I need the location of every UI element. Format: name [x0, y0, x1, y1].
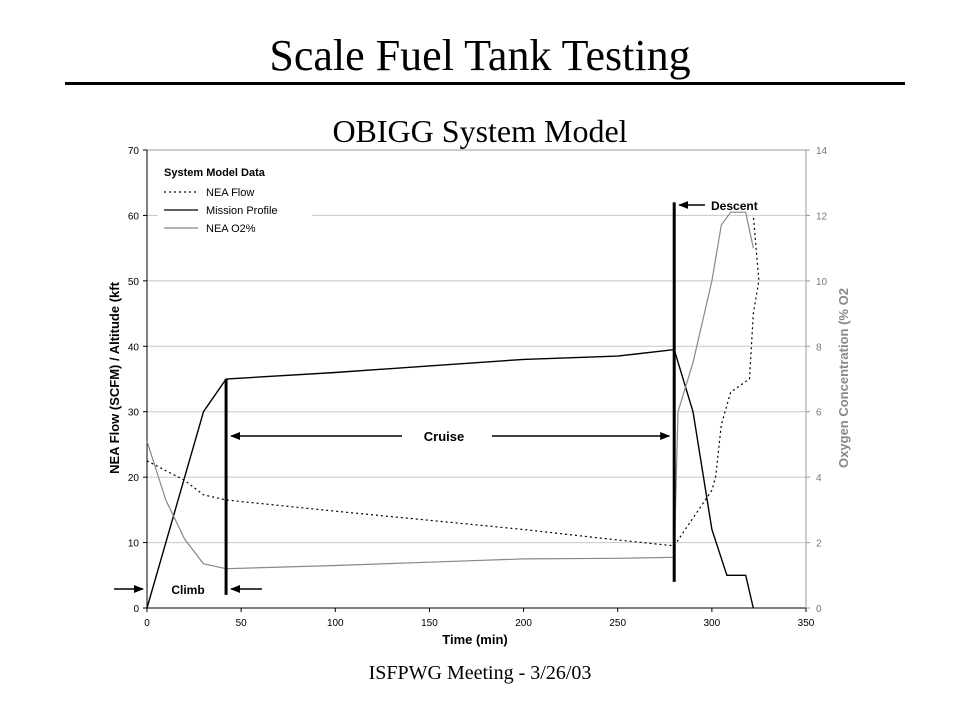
y-tick-label: 50 — [128, 277, 140, 288]
phase-annotations: Cruise Climb Descent — [114, 199, 758, 597]
cruise-label: Cruise — [424, 429, 464, 444]
y-tick-label: 30 — [128, 408, 140, 419]
y2-tick-label: 6 — [816, 408, 822, 419]
y2-tick-label: 4 — [816, 473, 822, 484]
x-tick-label: 350 — [798, 618, 815, 629]
y-tick-label: 70 — [128, 146, 140, 157]
axis-ticks: 0 50 100 150 200 250 300 3500102030405060700246… — [128, 146, 828, 629]
y2-tick-label: 12 — [816, 211, 828, 222]
x-tick-label: 300 — [704, 618, 721, 629]
plot-frame — [146, 149, 807, 609]
y2-tick-label: 2 — [816, 539, 822, 550]
x-tick-label: 50 — [236, 618, 248, 629]
y2-axis-label: Oxygen Concentration (% O2 — [836, 288, 851, 468]
x-tick-label: 0 — [144, 618, 150, 629]
slide-subtitle: OBIGG System Model — [332, 113, 628, 149]
legend-entry: Mission Profile — [206, 205, 278, 217]
y-tick-label: 60 — [128, 211, 140, 222]
series-line-mission-profile — [146, 348, 754, 609]
legend-box — [158, 160, 312, 244]
slide-title: Scale Fuel Tank Testing — [269, 31, 691, 80]
phase-lines — [224, 202, 676, 595]
x-tick-label: 100 — [327, 618, 344, 629]
x-tick-label: 200 — [515, 618, 532, 629]
climb-label: Climb — [171, 583, 204, 597]
x-axis-label: Time (min) — [442, 632, 508, 647]
legend-entry: NEA Flow — [206, 187, 254, 199]
legend-entry: NEA O2% — [206, 223, 256, 235]
descent-label: Descent — [711, 199, 758, 213]
legend-title: System Model Data — [164, 167, 266, 179]
y-tick-label: 40 — [128, 342, 140, 353]
y2-tick-label: 14 — [816, 146, 828, 157]
y-tick-label: 20 — [128, 473, 140, 484]
y2-tick-label: 0 — [816, 604, 822, 615]
x-tick-label: 250 — [609, 618, 626, 629]
y2-tick-label: 8 — [816, 342, 822, 353]
y2-tick-label: 10 — [816, 277, 828, 288]
slide-footer: ISFPWG Meeting - 3/26/03 — [368, 662, 592, 684]
legend: System Model Data NEA Flow Mission Profile… — [158, 160, 312, 244]
title-divider — [65, 82, 905, 85]
series-line-nea-flow — [146, 215, 760, 547]
y-tick-label: 10 — [128, 539, 140, 550]
series-line-nea-o2- — [146, 211, 754, 570]
y-tick-label: 0 — [133, 604, 139, 615]
series-group — [146, 211, 760, 609]
x-tick-label: 150 — [421, 618, 438, 629]
y-axis-label: NEA Flow (SCFM) / Altitude (kft — [107, 281, 122, 474]
